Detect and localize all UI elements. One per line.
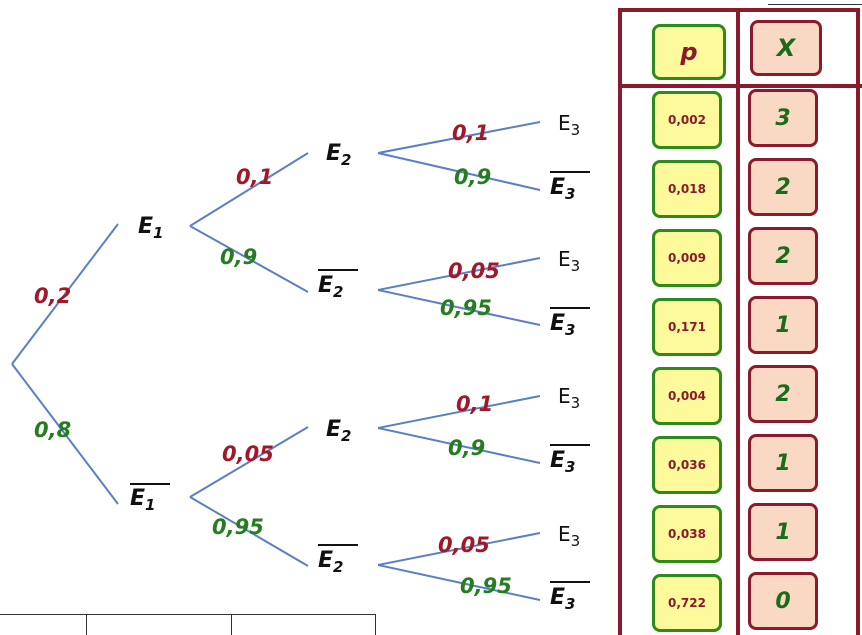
table-cell-x: 1	[748, 296, 818, 354]
svg-text:E3: E3	[558, 247, 580, 275]
leaf-2: E3	[550, 171, 590, 203]
prob-l2-1-up: 0,05	[448, 259, 500, 283]
branch-l2-2-down	[377, 427, 541, 464]
node-e2-a: E2	[326, 141, 351, 169]
top-border-line	[768, 4, 862, 5]
prob-l2-2-down: 0,9	[448, 436, 485, 460]
table-cell-x: 2	[748, 227, 818, 285]
prob-l2-3-up: 0,05	[438, 533, 490, 557]
branch-root-to-e1-bar	[11, 363, 119, 505]
table-cell-p: 0,018	[652, 160, 722, 218]
bottom-table-divider	[86, 614, 87, 635]
table-cell-x: 2	[748, 158, 818, 216]
leaf-6: E3	[550, 444, 590, 476]
branch-root-to-e1	[11, 223, 119, 365]
table-cell-x: 1	[748, 434, 818, 492]
branch-l2-0-down	[377, 152, 541, 191]
node-e2-bar-b: E2	[318, 544, 358, 576]
table-cell-p: 0,004	[652, 367, 722, 425]
table-cell-p: 0,009	[652, 229, 722, 287]
branch-e1bar-to-e2-bar	[189, 496, 309, 567]
svg-text:E3: E3	[550, 311, 575, 339]
svg-text:E3: E3	[558, 522, 580, 550]
branch-e1-to-e2-bar	[189, 225, 309, 293]
node-e2-bar-a: E2	[318, 269, 358, 301]
prob-e1-e2: 0,1	[236, 165, 273, 189]
branch-e1bar-to-e2	[189, 426, 309, 498]
prob-l2-3-down: 0,95	[460, 574, 512, 598]
table-cell-p: 0,038	[652, 505, 722, 563]
svg-text:E1: E1	[138, 214, 163, 242]
svg-text:E1: E1	[130, 486, 155, 514]
prob-l2-1-down: 0,95	[440, 296, 492, 320]
branch-l2-3-down	[377, 564, 541, 601]
branch-l2-1-down	[377, 289, 541, 326]
prob-root-e1-bar: 0,8	[34, 418, 71, 442]
probability-tree: 0,2 0,8 E1 E1 0,1 0,9 0,05 0,95 E2 E2 E2…	[11, 111, 590, 613]
table-header-divider	[618, 84, 862, 88]
prob-root-e1: 0,2	[34, 284, 71, 308]
prob-e1-e2-bar: 0,9	[220, 245, 257, 269]
table-cell-x: 3	[748, 89, 818, 147]
branch-l2-2-up	[377, 395, 541, 429]
leaf-5: E3	[558, 384, 580, 412]
node-e2-b: E2	[326, 417, 351, 445]
svg-text:E3: E3	[550, 175, 575, 203]
header-p: p	[652, 24, 726, 80]
table-cell-p: 0,171	[652, 298, 722, 356]
leaf-7: E3	[558, 522, 580, 550]
branch-l2-0-up	[377, 121, 541, 154]
prob-l2-2-up: 0,1	[456, 392, 493, 416]
table-cell-p: 0,002	[652, 91, 722, 149]
svg-text:E3: E3	[558, 384, 580, 412]
node-e1-bar: E1	[130, 483, 170, 514]
leaf-8: E3	[550, 581, 590, 613]
table-cell-p: 0,722	[652, 574, 722, 632]
table-cell-x: 2	[748, 365, 818, 423]
svg-text:E3: E3	[558, 111, 580, 139]
prob-e1bar-e2-bar: 0,95	[212, 515, 264, 539]
table-column-divider	[736, 8, 740, 635]
svg-text:E3: E3	[550, 585, 575, 613]
table-cell-x: 0	[748, 572, 818, 630]
leaf-1: E3	[558, 111, 580, 139]
prob-e1bar-e2: 0,05	[222, 442, 274, 466]
header-x: X	[750, 20, 822, 76]
node-e1: E1	[138, 214, 163, 242]
svg-text:E3: E3	[550, 448, 575, 476]
bottom-table	[0, 614, 376, 635]
prob-l2-0-down: 0,9	[454, 165, 491, 189]
prob-l2-0-up: 0,1	[452, 121, 489, 145]
svg-text:E2: E2	[326, 141, 351, 169]
branch-e1-to-e2	[189, 152, 309, 227]
leaf-4: E3	[550, 307, 590, 339]
leaf-3: E3	[558, 247, 580, 275]
bottom-table-divider	[231, 614, 232, 635]
table-cell-x: 1	[748, 503, 818, 561]
branch-l2-3-up	[377, 532, 541, 566]
svg-text:E2: E2	[318, 548, 343, 576]
svg-text:E2: E2	[326, 417, 351, 445]
svg-text:E2: E2	[318, 273, 343, 301]
branch-l2-1-up	[377, 257, 541, 291]
table-cell-p: 0,036	[652, 436, 722, 494]
